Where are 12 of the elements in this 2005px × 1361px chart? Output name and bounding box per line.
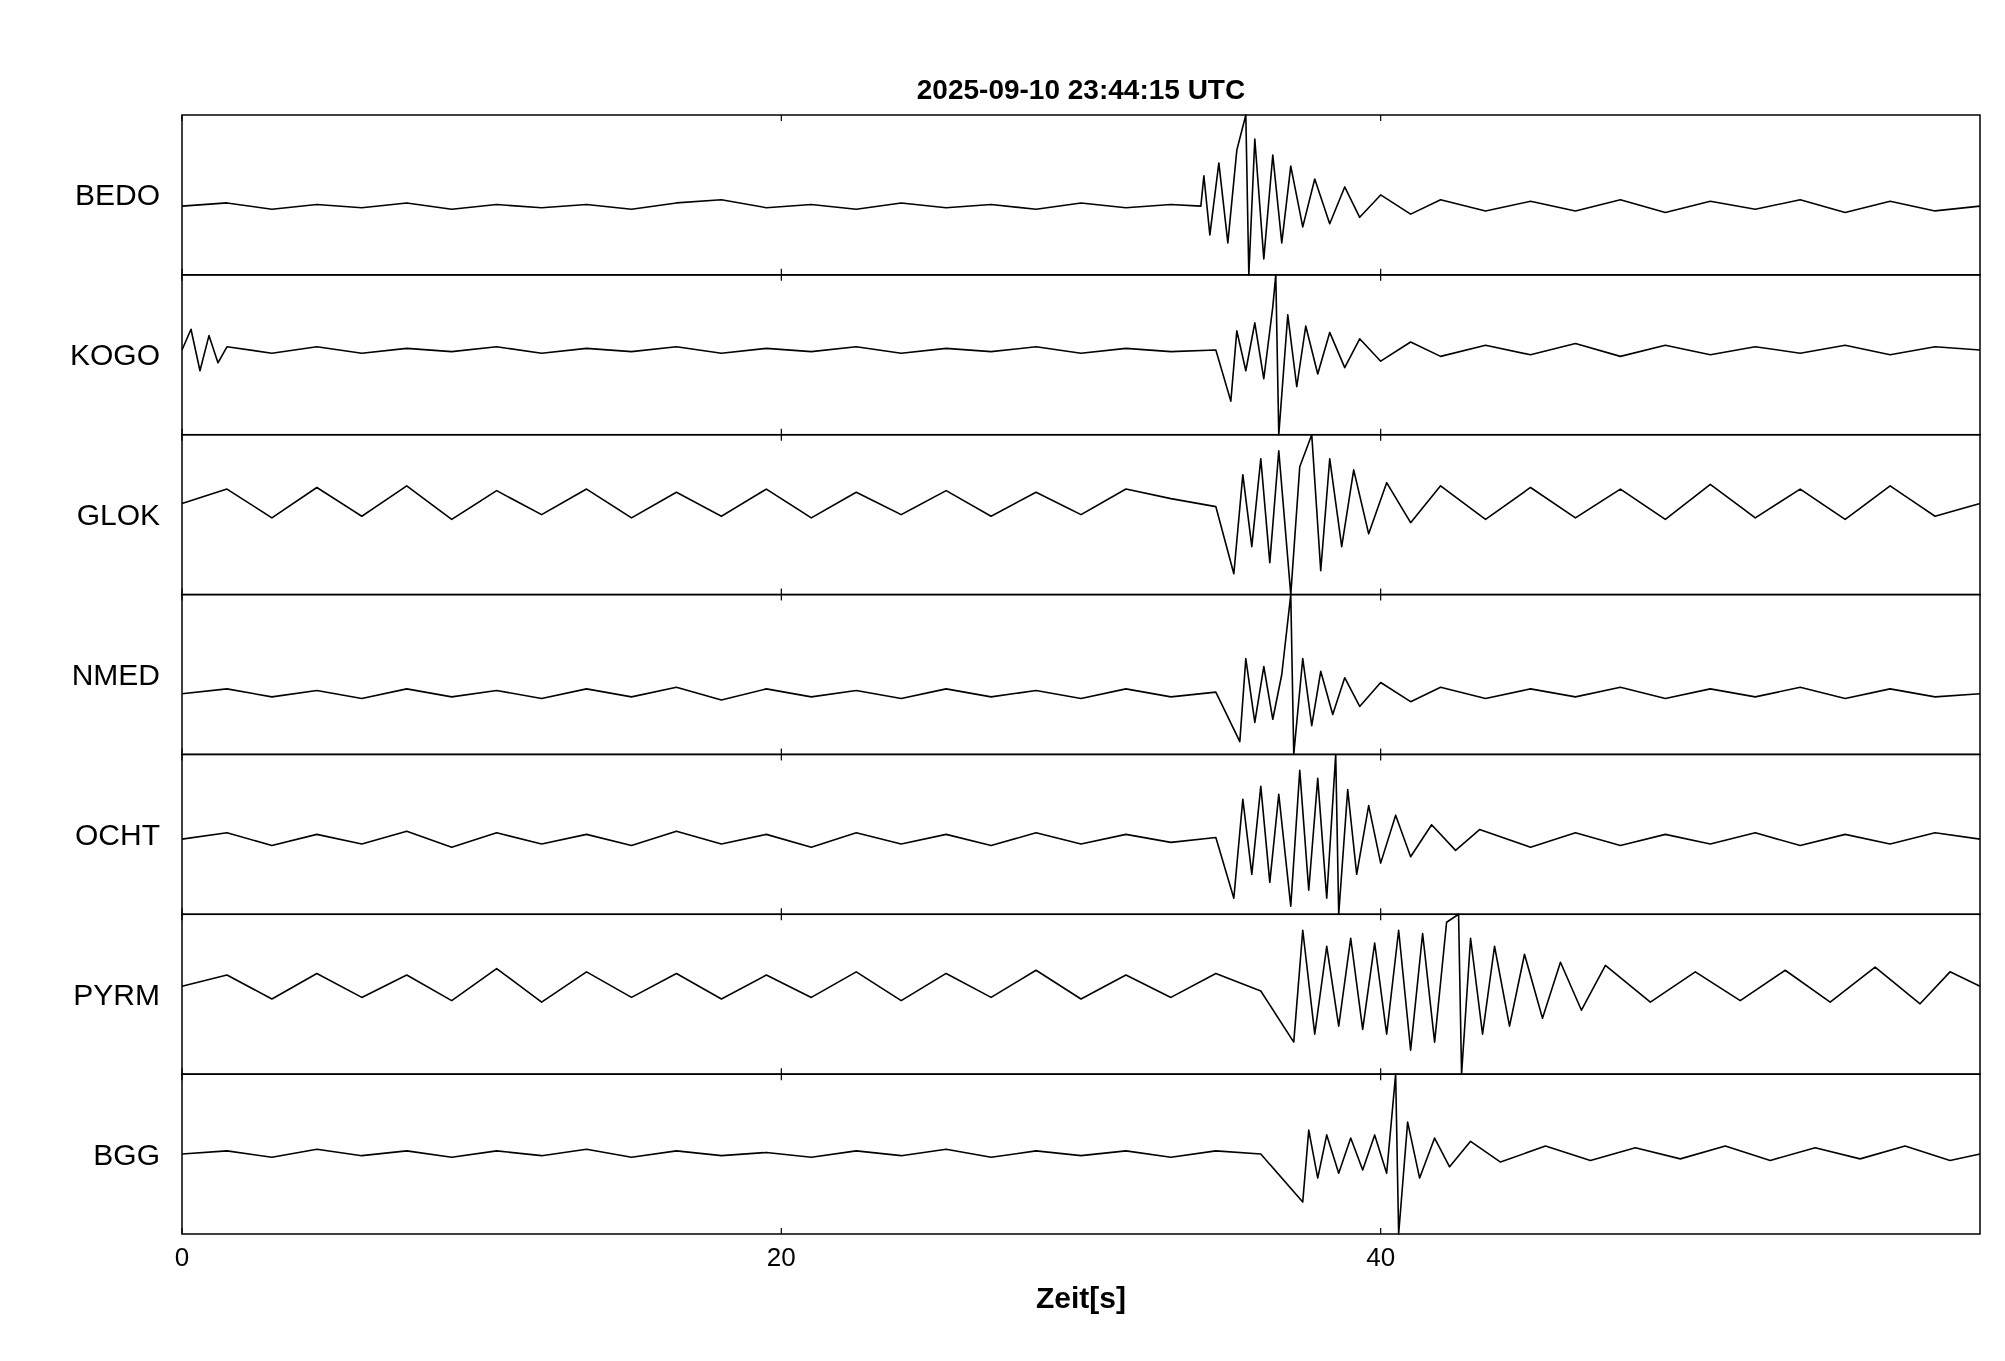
y-axis-title: BGG	[93, 1137, 160, 1171]
x-tick-label: 20	[766, 1242, 796, 1272]
y-axis-title: OCHT	[75, 817, 160, 851]
y-axis-title: GLOK	[76, 498, 160, 532]
x-tick-label: 0	[174, 1242, 190, 1272]
y-axis-title: KOGO	[69, 338, 160, 372]
y-axis-title: PYRM	[73, 977, 160, 1011]
y-axis-title: BEDO	[74, 178, 160, 212]
y-axis-title: NMED	[71, 658, 160, 691]
x-axis-title: Zeit[s]	[1036, 1281, 1126, 1314]
x-tick-label: 40	[1366, 1242, 1396, 1272]
chart-title: 2025-09-10 23:44:15 UTC	[916, 74, 1246, 105]
